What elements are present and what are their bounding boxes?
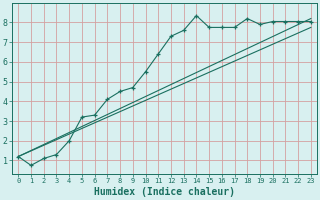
X-axis label: Humidex (Indice chaleur): Humidex (Indice chaleur) [94,187,235,197]
